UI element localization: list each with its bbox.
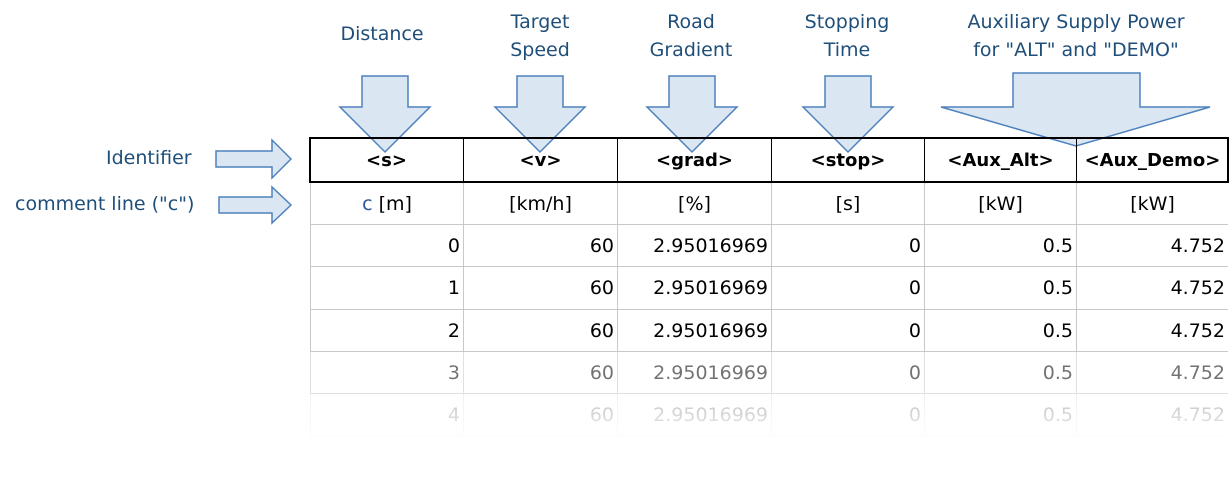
header-cell: <grad> <box>617 139 771 181</box>
table-cell: 2.95016969 <box>617 352 771 394</box>
table-cell: 0 <box>771 225 924 267</box>
table-cell: 0 <box>771 352 924 394</box>
table-cell: 60 <box>463 310 617 352</box>
header-cell: <Aux_Alt> <box>924 139 1076 181</box>
table-cell: 0.5 <box>924 225 1076 267</box>
comment-right-arrow <box>218 185 293 225</box>
header-cell: <Aux_Demo> <box>1076 139 1228 181</box>
table-cell: 4.752 <box>1076 310 1228 352</box>
table-cell: 4.752 <box>1076 394 1228 436</box>
unit-label: [%] <box>678 192 711 215</box>
table-cell: 0.5 <box>924 267 1076 310</box>
identifier-right-arrow <box>215 138 293 180</box>
identifier-label: Identifier <box>106 147 192 169</box>
header-cell: <v> <box>463 139 617 181</box>
target-speed-annotation: Target Speed <box>510 11 570 61</box>
unit-label: [m] <box>378 192 412 215</box>
stop-down-arrow <box>801 75 895 154</box>
unit-label: [km/h] <box>509 192 572 215</box>
table-cell: 0.5 <box>924 310 1076 352</box>
table-cell: 0 <box>771 310 924 352</box>
table-cell: 3 <box>310 352 463 394</box>
table-cell: 0.5 <box>924 394 1076 436</box>
unit-cell: [s] <box>771 183 924 225</box>
speed-down-arrow <box>493 75 587 154</box>
comment-char: c <box>362 192 373 215</box>
header-cell: <stop> <box>771 139 924 181</box>
table-cell: 60 <box>463 352 617 394</box>
comment-line-label: comment line ("c") <box>15 193 195 215</box>
table-cell: 60 <box>463 225 617 267</box>
table-cell: 4.752 <box>1076 352 1228 394</box>
header-cell: <s> <box>366 149 407 171</box>
table-cell: 4.752 <box>1076 267 1228 310</box>
distance-annotation: Distance <box>340 23 424 45</box>
table-cell: 2.95016969 <box>617 225 771 267</box>
unit-cell: [kW] <box>924 183 1076 225</box>
table-cell: 0 <box>771 394 924 436</box>
unit-cell: [%] <box>617 183 771 225</box>
unit-label: [kW] <box>978 192 1023 215</box>
road-gradient-annotation: Road Gradient <box>649 11 733 61</box>
table-cell: 2.95016969 <box>617 394 771 436</box>
unit-cell: [kW] <box>1076 183 1228 225</box>
table-cell: 60 <box>463 267 617 310</box>
aux-down-arrow <box>940 72 1211 147</box>
table-cell: 0 <box>771 267 924 310</box>
aux-power-annotation: Auxiliary Supply Power for "ALT" and "DE… <box>967 11 1185 61</box>
gradient-down-arrow <box>645 75 739 154</box>
table-cell: 0 <box>310 225 463 267</box>
header-frame <box>309 137 1229 183</box>
stopping-time-annotation: Stopping Time <box>804 11 890 61</box>
table-cell: 60 <box>463 394 617 436</box>
table-cell: 2.95016969 <box>617 267 771 310</box>
distance-down-arrow <box>338 75 432 154</box>
unit-label: [kW] <box>1130 192 1175 215</box>
unit-cell: c [m] <box>310 183 463 225</box>
table-cell: 1 <box>310 267 463 310</box>
table-cell: 2 <box>310 310 463 352</box>
table-cell: 4 <box>310 394 463 436</box>
unit-label: [s] <box>835 192 861 215</box>
table-cell: 2.95016969 <box>617 310 771 352</box>
table-cell: 4.752 <box>1076 225 1228 267</box>
unit-cell: [km/h] <box>463 183 617 225</box>
table-cell: 0.5 <box>924 352 1076 394</box>
